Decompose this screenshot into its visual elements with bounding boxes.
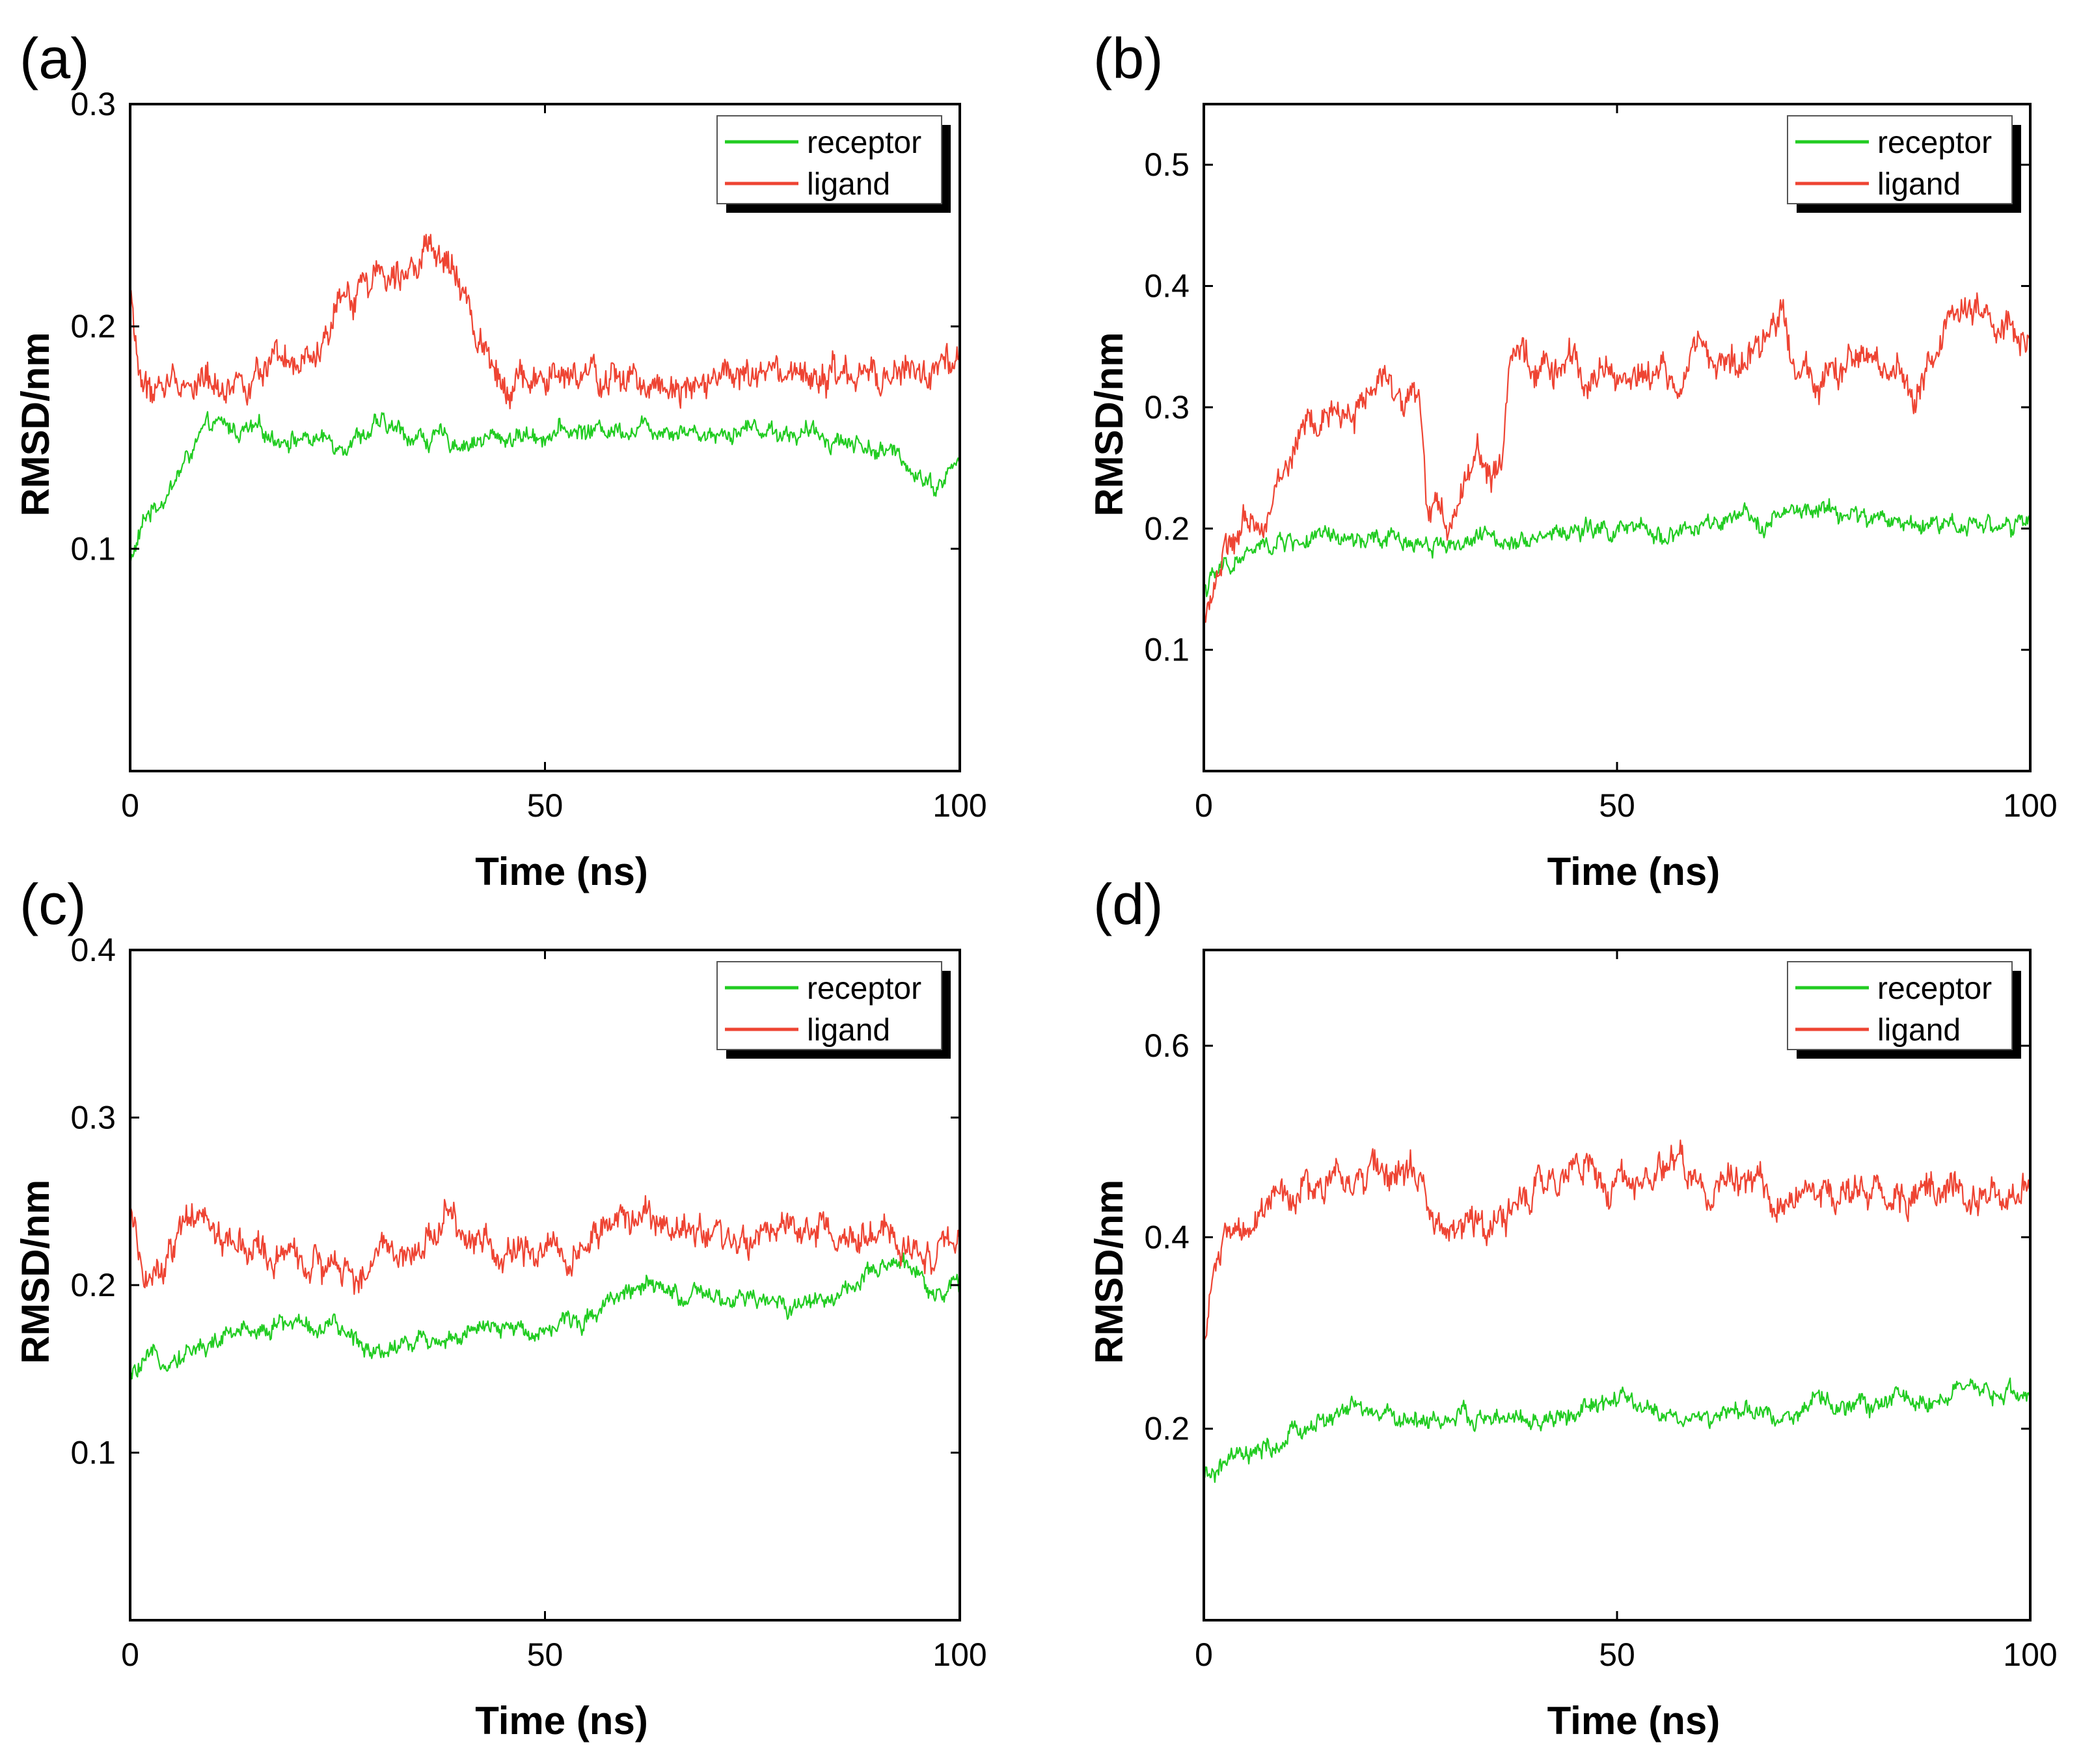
y-tick-label: 0.3 xyxy=(1144,389,1190,426)
x-axis-title: Time (ns) xyxy=(1547,850,1721,893)
y-tick-label: 0.1 xyxy=(1144,632,1190,668)
legend-box xyxy=(1787,961,2013,1050)
chart-panel-4: (d) 0 50 100 0.2 0.4 0.6 Time (ns) RMSD/nm recept… xyxy=(1087,872,2058,1743)
x-tick-label: 0 xyxy=(1195,787,1213,824)
x-tick-label: 50 xyxy=(1599,787,1635,824)
panel-label: (d) xyxy=(1093,872,1163,936)
panel-label: (a) xyxy=(20,26,90,90)
series-line-receptor xyxy=(1204,1377,2030,1483)
legend-box xyxy=(1787,115,2013,204)
series-line-receptor xyxy=(130,1252,960,1380)
legend-label-receptor: receptor xyxy=(1877,126,1992,160)
legend-box xyxy=(716,115,942,204)
legend: receptor ligand xyxy=(716,115,951,213)
legend-label-ligand: ligand xyxy=(807,1013,890,1048)
y-tick-label: 0.2 xyxy=(1144,510,1190,547)
y-tick-label: 0.2 xyxy=(70,308,116,345)
y-tick-label: 0.3 xyxy=(70,1100,116,1136)
x-tick-label: 50 xyxy=(1599,1636,1635,1673)
chart-panel-2: (b) 0 50 100 0.1 0.2 0.3 0.4 0.5 Time (ns) RMSD/nm… xyxy=(1087,26,2058,893)
legend-label-ligand: ligand xyxy=(1877,1013,1961,1048)
series-line-ligand xyxy=(1204,292,2030,623)
chart-panel-1: (a) 0 50 100 0.1 0.2 0.3 Time (ns) RMSD/nm recept… xyxy=(14,26,987,893)
x-tick-label: 100 xyxy=(932,1636,986,1673)
panels: (a) 0 50 100 0.1 0.2 0.3 Time (ns) RMSD/nm recept… xyxy=(14,26,2058,1743)
legend-box xyxy=(716,961,942,1050)
legend: receptor ligand xyxy=(1787,961,2021,1059)
series-line-ligand xyxy=(130,1195,960,1296)
x-tick-label: 100 xyxy=(932,787,986,824)
y-tick-label: 0.4 xyxy=(1144,268,1190,305)
y-tick-label: 0.2 xyxy=(70,1267,116,1303)
legend-label-receptor: receptor xyxy=(1877,971,1992,1006)
x-axis-title: Time (ns) xyxy=(1547,1699,1721,1743)
y-axis-title: RMSD/nm xyxy=(1087,332,1131,516)
chart-panel-3: (c) 0 50 100 0.1 0.2 0.3 0.4 Time (ns) RMSD/nm rec… xyxy=(14,872,987,1743)
y-tick-label: 0.5 xyxy=(1144,146,1190,183)
legend-label-receptor: receptor xyxy=(807,971,921,1006)
x-axis-title: Time (ns) xyxy=(475,1699,648,1743)
y-tick-label: 0.1 xyxy=(70,1435,116,1471)
series-line-receptor xyxy=(1204,498,2030,597)
y-axis-title: RMSD/nm xyxy=(14,1180,57,1364)
x-tick-label: 100 xyxy=(2003,787,2057,824)
series-line-ligand xyxy=(130,234,960,410)
legend-label-receptor: receptor xyxy=(807,126,921,160)
y-tick-label: 0.2 xyxy=(1144,1411,1190,1447)
x-tick-label: 50 xyxy=(527,1636,564,1673)
legend-label-ligand: ligand xyxy=(807,167,890,202)
legend-label-ligand: ligand xyxy=(1877,167,1961,202)
y-tick-label: 0.3 xyxy=(70,86,116,122)
panel-label: (c) xyxy=(20,872,87,936)
x-tick-label: 0 xyxy=(121,1636,139,1673)
series-group xyxy=(1204,292,2030,623)
x-tick-label: 50 xyxy=(527,787,564,824)
x-tick-label: 0 xyxy=(1195,1636,1213,1673)
panel-label: (b) xyxy=(1093,26,1163,90)
x-tick-label: 0 xyxy=(121,787,139,824)
series-group xyxy=(130,234,960,566)
y-tick-label: 0.4 xyxy=(70,932,116,968)
series-group xyxy=(1204,1139,2030,1483)
x-tick-label: 100 xyxy=(2003,1636,2057,1673)
y-axis-title: RMSD/nm xyxy=(1087,1180,1131,1364)
series-line-receptor xyxy=(130,411,960,566)
legend: receptor ligand xyxy=(1787,115,2021,213)
x-axis-title: Time (ns) xyxy=(475,850,648,893)
series-group xyxy=(130,1195,960,1380)
legend: receptor ligand xyxy=(716,961,951,1059)
y-tick-label: 0.1 xyxy=(70,530,116,567)
y-tick-label: 0.4 xyxy=(1144,1219,1190,1255)
series-line-ligand xyxy=(1204,1139,2030,1340)
y-axis-title: RMSD/nm xyxy=(14,332,57,516)
y-tick-label: 0.6 xyxy=(1144,1027,1190,1064)
